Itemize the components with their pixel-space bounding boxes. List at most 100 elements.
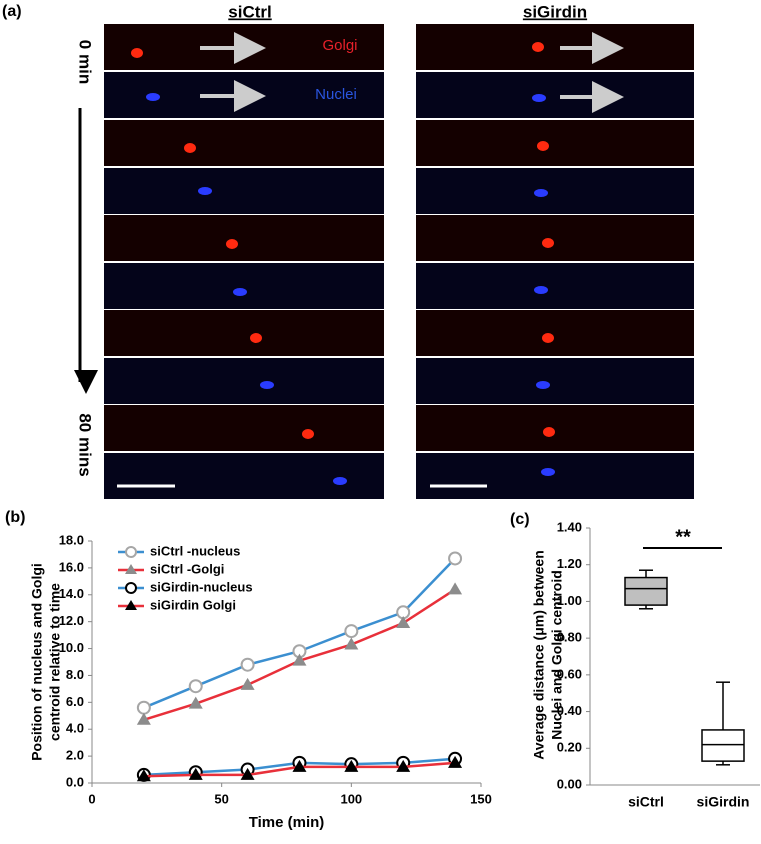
- box: [624, 576, 668, 606]
- golgi-spot: [542, 238, 554, 248]
- nuclei-image: [104, 453, 384, 499]
- panel-label: (b): [5, 509, 25, 526]
- marker: [448, 551, 463, 566]
- y-tick-label: 1.20: [557, 556, 582, 571]
- legend-label: siCtrl -Golgi: [150, 561, 224, 576]
- x-tick-label: 100: [340, 791, 362, 806]
- nucleus-spot: [333, 477, 347, 485]
- nucleus-spot: [233, 288, 247, 296]
- nucleus-spot: [532, 94, 546, 102]
- y-tick-label: 0.20: [557, 740, 582, 755]
- marker: [240, 767, 255, 780]
- y-tick-label: 0.40: [557, 703, 582, 718]
- golgi-spot: [302, 429, 314, 439]
- y-tick-label: 8.0: [66, 667, 84, 682]
- golgi-image: [104, 310, 384, 356]
- golgi-spot: [184, 143, 196, 153]
- golgi-spot: [131, 48, 143, 58]
- nuclei-image: [416, 263, 694, 309]
- golgi-spot: [250, 333, 262, 343]
- nuclei-image: [416, 168, 694, 214]
- y-tick-label: 6.0: [66, 694, 84, 709]
- golgi-spot: [532, 42, 544, 52]
- nucleus-spot: [146, 93, 160, 101]
- column-title: siGirdin: [523, 2, 587, 21]
- y-tick-label: 18.0: [59, 532, 84, 547]
- marker: [188, 767, 203, 780]
- y-tick-label: 0.60: [557, 666, 582, 681]
- y-tick-label: 1.00: [557, 593, 582, 608]
- x-tick-label: 150: [470, 791, 492, 806]
- nucleus-spot: [534, 189, 548, 197]
- legend-marker: [125, 582, 137, 594]
- marker: [136, 700, 151, 715]
- golgi-image: [416, 120, 694, 166]
- marker: [188, 696, 203, 709]
- x-tick-label: siCtrl: [628, 794, 664, 810]
- marker: [240, 677, 255, 690]
- golgi-spot: [542, 333, 554, 343]
- box: [701, 729, 745, 762]
- y-tick-label: 0.00: [557, 776, 582, 791]
- x-tick-label: 50: [214, 791, 228, 806]
- marker: [344, 759, 359, 772]
- y-tick-label: 0.80: [557, 630, 582, 645]
- significance-label: **: [675, 526, 691, 548]
- y-axis-label: centroid relative to time: [47, 583, 63, 741]
- marker: [292, 759, 307, 772]
- marker: [188, 679, 203, 694]
- golgi-image: [416, 24, 694, 70]
- golgi-spot: [543, 427, 555, 437]
- y-axis-label: Nuclei and Golgi centroid: [549, 570, 565, 740]
- panel-label: (a): [2, 3, 22, 20]
- golgi-image: [416, 215, 694, 261]
- y-tick-label: 10.0: [59, 640, 84, 655]
- marker: [448, 755, 463, 768]
- micrographs: [104, 24, 694, 499]
- legend-marker: [125, 600, 137, 610]
- golgi-spot: [226, 239, 238, 249]
- y-tick-label: 1.40: [557, 519, 582, 534]
- panel-label: (c): [510, 511, 530, 528]
- y-axis-label: Position of nucleus and Golgi: [29, 563, 45, 761]
- marker: [344, 637, 359, 650]
- channel-label: Nuclei: [315, 86, 357, 103]
- nuclei-image: [416, 453, 694, 499]
- nucleus-spot: [541, 468, 555, 476]
- x-axis-label: Time (min): [249, 814, 325, 831]
- y-tick-label: 2.0: [66, 748, 84, 763]
- marker: [240, 657, 255, 672]
- nucleus-spot: [260, 381, 274, 389]
- y-axis-label: Average distance (μm) between: [531, 550, 547, 760]
- golgi-spot: [537, 141, 549, 151]
- y-tick-label: 16.0: [59, 559, 84, 574]
- golgi-image: [104, 215, 384, 261]
- time-label: 0 min: [76, 40, 95, 84]
- nuclei-image: [416, 358, 694, 404]
- nuclei-image: [104, 168, 384, 214]
- nuclei-image: [416, 72, 694, 118]
- nucleus-spot: [534, 286, 548, 294]
- marker: [396, 759, 411, 772]
- marker: [136, 769, 151, 782]
- legend-label: siGirdin Golgi: [150, 597, 236, 612]
- time-label: 80 mins: [76, 413, 95, 476]
- channel-label: Golgi: [322, 37, 357, 54]
- y-tick-label: 12.0: [59, 613, 84, 628]
- marker: [396, 616, 411, 629]
- x-tick-label: 0: [88, 791, 95, 806]
- column-title: siCtrl: [228, 2, 271, 21]
- legend-label: siGirdin-nucleus: [150, 579, 253, 594]
- marker: [292, 653, 307, 666]
- marker: [344, 624, 359, 639]
- nucleus-spot: [536, 381, 550, 389]
- nuclei-image: [104, 358, 384, 404]
- golgi-image: [416, 310, 694, 356]
- y-tick-label: 0.0: [66, 774, 84, 789]
- marker: [448, 582, 463, 595]
- legend-marker: [125, 564, 137, 574]
- nucleus-spot: [198, 187, 212, 195]
- golgi-image: [104, 405, 384, 451]
- x-tick-label: siGirdin: [697, 794, 750, 810]
